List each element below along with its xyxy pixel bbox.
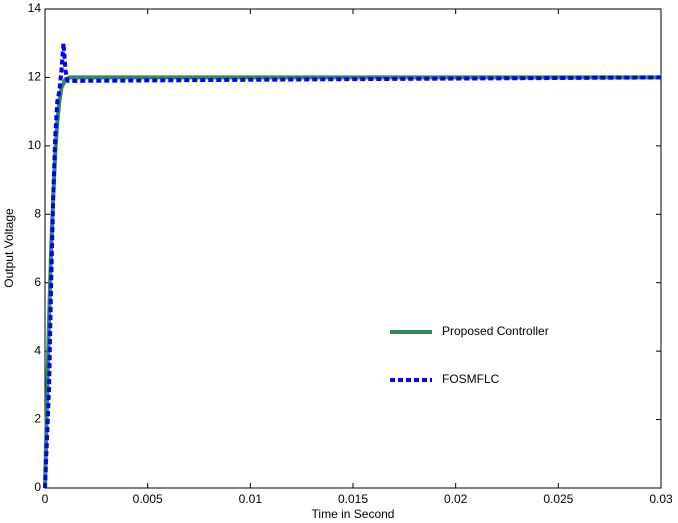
x-tick-label: 0 bbox=[42, 492, 49, 506]
x-tick-label: 0.01 bbox=[239, 492, 263, 506]
y-axis-label: Output Voltage bbox=[2, 208, 16, 288]
legend-label: FOSMFLC bbox=[442, 372, 500, 386]
x-tick-label: 0.02 bbox=[444, 492, 468, 506]
y-tick-label: 2 bbox=[34, 412, 41, 426]
legend-label: Proposed Controller bbox=[442, 324, 549, 338]
x-tick-label: 0.005 bbox=[133, 492, 163, 506]
x-tick-label: 0.015 bbox=[338, 492, 368, 506]
line-series bbox=[43, 75, 661, 489]
y-tick-label: 4 bbox=[34, 343, 41, 357]
x-tick-label: 0.03 bbox=[649, 492, 673, 506]
y-tick-label: 8 bbox=[34, 206, 41, 220]
x-tick-label: 0.025 bbox=[543, 492, 573, 506]
y-tick-label: 6 bbox=[34, 275, 41, 289]
y-tick-label: 10 bbox=[28, 138, 42, 152]
y-tick-label: 14 bbox=[28, 1, 42, 15]
x-axis-label: Time in Second bbox=[312, 507, 395, 521]
y-tick-label: 0 bbox=[34, 480, 41, 494]
line-series bbox=[43, 41, 662, 489]
y-tick-label: 12 bbox=[28, 70, 42, 84]
